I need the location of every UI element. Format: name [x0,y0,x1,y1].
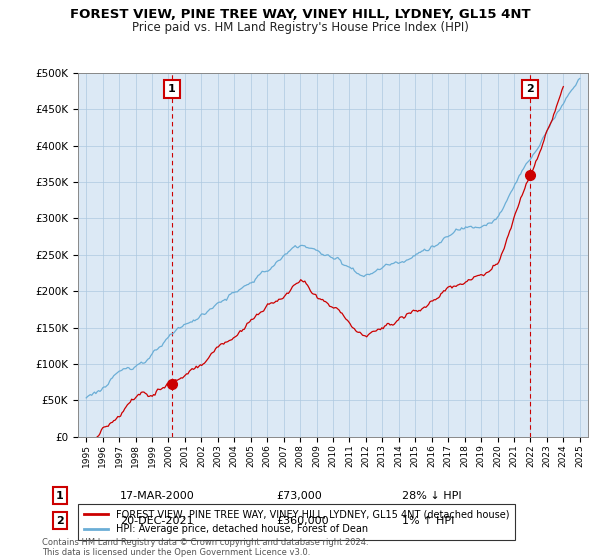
Text: £360,000: £360,000 [276,516,329,526]
Text: Contains HM Land Registry data © Crown copyright and database right 2024.
This d: Contains HM Land Registry data © Crown c… [42,538,368,557]
Text: FOREST VIEW, PINE TREE WAY, VINEY HILL, LYDNEY, GL15 4NT: FOREST VIEW, PINE TREE WAY, VINEY HILL, … [70,8,530,21]
Text: 2: 2 [526,84,534,94]
Legend: FOREST VIEW, PINE TREE WAY, VINEY HILL, LYDNEY, GL15 4NT (detached house), HPI: : FOREST VIEW, PINE TREE WAY, VINEY HILL, … [78,503,515,540]
Text: 28% ↓ HPI: 28% ↓ HPI [402,491,461,501]
Text: 20-DEC-2021: 20-DEC-2021 [120,516,194,526]
Text: 2: 2 [56,516,64,526]
Text: 1: 1 [56,491,64,501]
Text: £73,000: £73,000 [276,491,322,501]
Text: Price paid vs. HM Land Registry's House Price Index (HPI): Price paid vs. HM Land Registry's House … [131,21,469,34]
Text: 1% ↑ HPI: 1% ↑ HPI [402,516,454,526]
Text: 17-MAR-2000: 17-MAR-2000 [120,491,195,501]
Text: 1: 1 [168,84,176,94]
